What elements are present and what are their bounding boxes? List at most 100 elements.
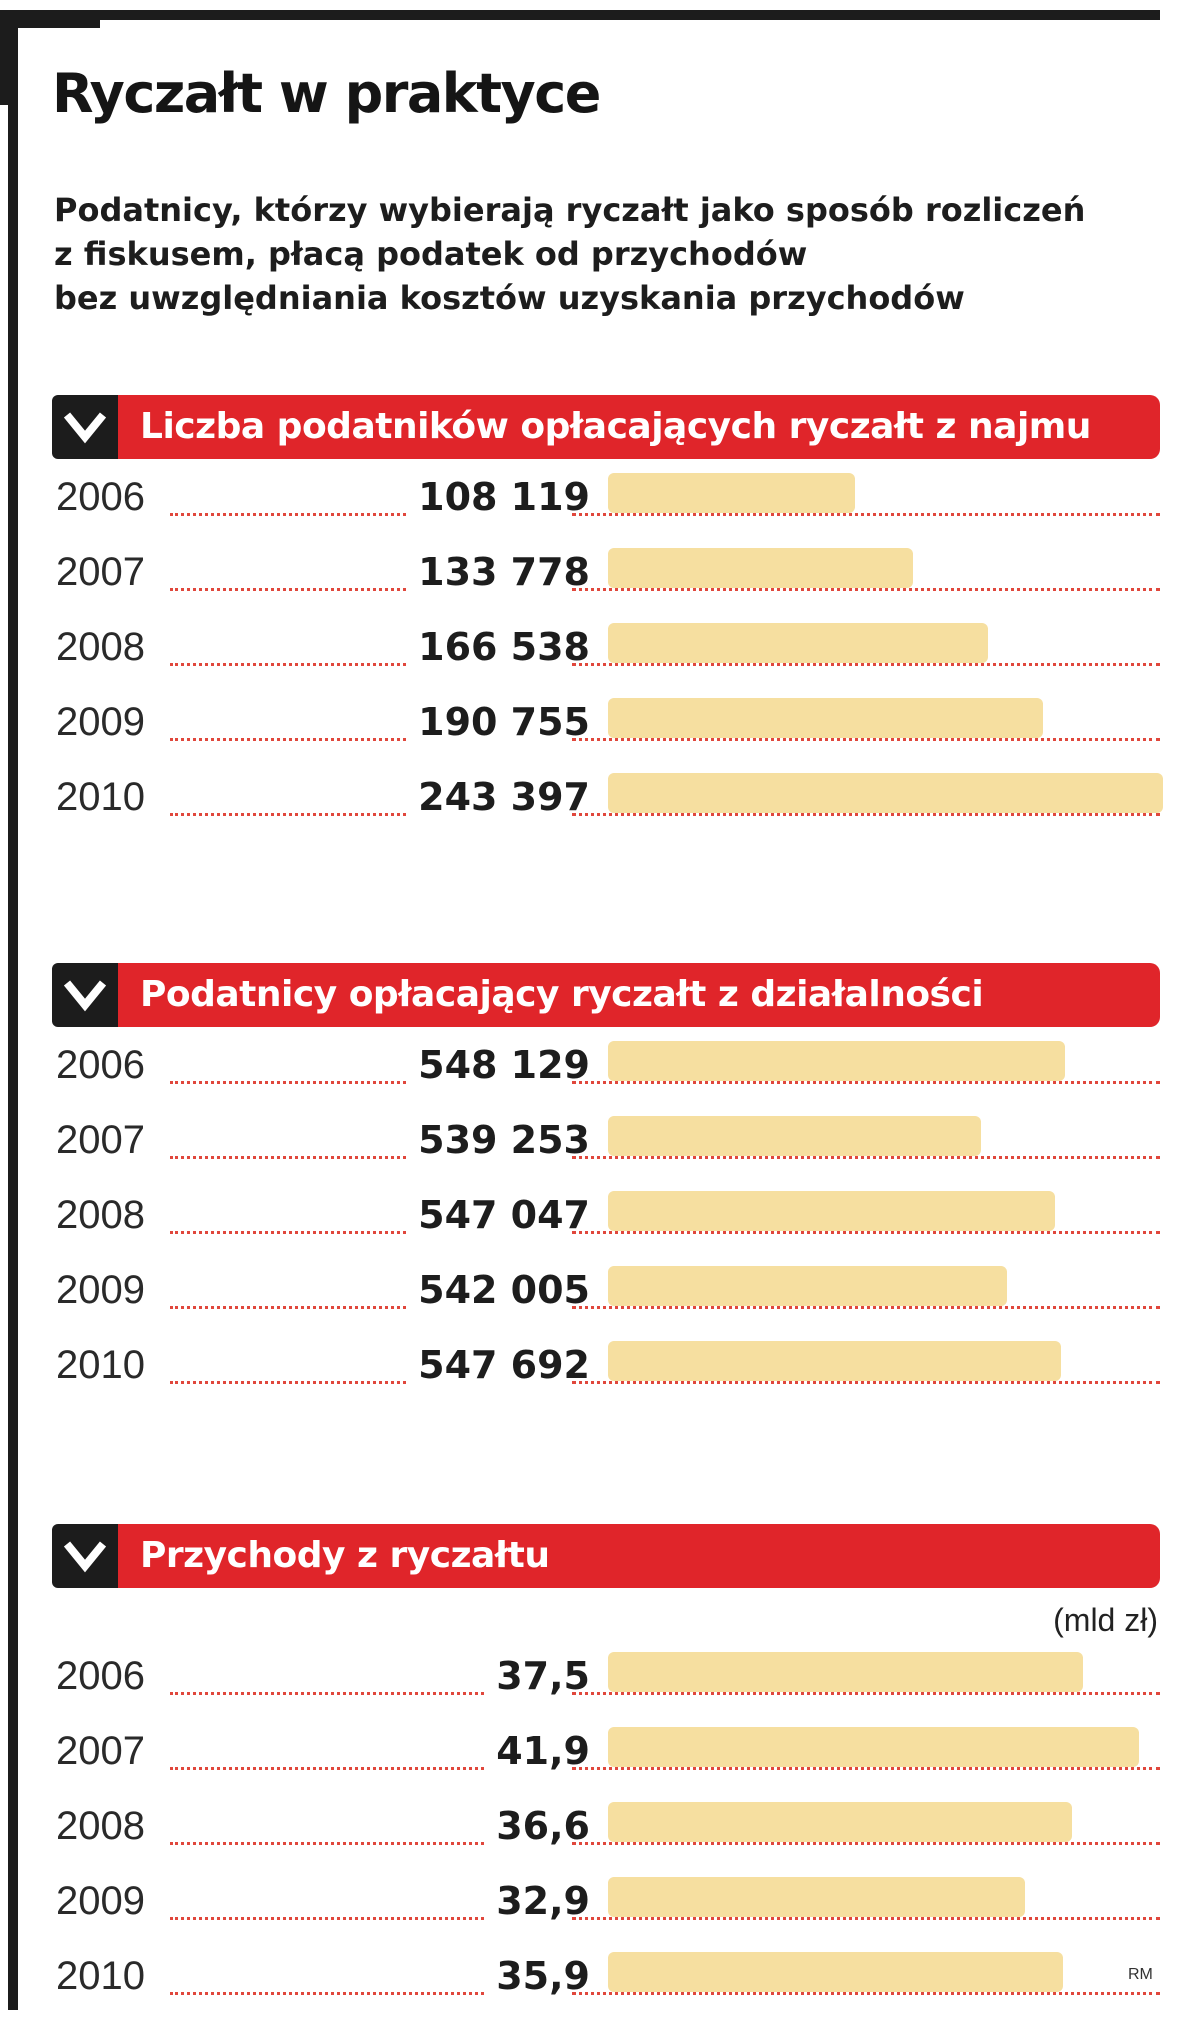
bar-row: 2010 243 397 bbox=[52, 765, 1163, 840]
chart-panel: Przychody z ryczałtu (mld zł) 2006 37,5 2007… bbox=[52, 1524, 1160, 1998]
subtitle-line: z fiskusem, płacą podatek od przychodów bbox=[54, 235, 808, 273]
bar bbox=[608, 548, 913, 588]
bar bbox=[608, 1652, 1083, 1692]
leader-dots bbox=[572, 738, 1160, 741]
bar-row: 2009 32,9 bbox=[52, 1869, 1160, 1944]
bar-row: 2008 36,6 bbox=[52, 1794, 1160, 1869]
category-label: 2009 bbox=[56, 1268, 145, 1312]
chart-panel: Liczba podatników opłacających ryczałt z… bbox=[52, 395, 1163, 819]
bar-row: 2010 547 692 bbox=[52, 1333, 1160, 1408]
category-label: 2007 bbox=[56, 1729, 145, 1773]
value-label: 190 755 bbox=[418, 700, 590, 744]
left-rule-notch bbox=[0, 10, 18, 105]
leader-dots bbox=[572, 813, 1160, 816]
bar bbox=[608, 1877, 1025, 1917]
category-label: 2007 bbox=[56, 1118, 145, 1162]
leader-dots bbox=[170, 1917, 484, 1920]
category-label: 2006 bbox=[56, 475, 145, 519]
subtitle-line: Podatnicy, którzy wybierają ryczałt jako… bbox=[54, 191, 1086, 229]
leader-dots bbox=[572, 588, 1160, 591]
bar bbox=[608, 1727, 1139, 1767]
leader-dots bbox=[170, 588, 406, 591]
chevron-down-icon bbox=[52, 963, 118, 1027]
leader-dots bbox=[170, 738, 406, 741]
bar bbox=[608, 1116, 981, 1156]
leader-dots bbox=[572, 663, 1160, 666]
leader-dots bbox=[572, 1842, 1160, 1845]
value-label: 35,9 bbox=[496, 1954, 590, 1998]
bar bbox=[608, 1802, 1072, 1842]
bar bbox=[608, 1191, 1055, 1231]
leader-dots bbox=[170, 663, 406, 666]
leader-dots bbox=[572, 1081, 1160, 1084]
leader-dots bbox=[572, 1917, 1160, 1920]
bar-row: 2006 548 129 bbox=[52, 1033, 1160, 1108]
bar bbox=[608, 623, 988, 663]
bar-row: 2009 542 005 bbox=[52, 1258, 1160, 1333]
panel-header: Przychody z ryczałtu bbox=[52, 1524, 1160, 1588]
top-rule bbox=[10, 10, 1160, 20]
bar bbox=[608, 1041, 1065, 1081]
bar bbox=[608, 473, 855, 513]
category-label: 2008 bbox=[56, 1193, 145, 1237]
category-label: 2010 bbox=[56, 1343, 145, 1387]
bar bbox=[608, 1952, 1063, 1992]
bar-row: 2009 190 755 bbox=[52, 690, 1160, 765]
leader-dots bbox=[572, 513, 1160, 516]
category-label: 2010 bbox=[56, 1954, 145, 1998]
leader-dots bbox=[572, 1381, 1160, 1384]
value-label: 32,9 bbox=[496, 1879, 590, 1923]
leader-dots bbox=[170, 1692, 484, 1695]
leader-dots bbox=[170, 1992, 484, 1995]
leader-dots bbox=[170, 1767, 484, 1770]
panel-title: Liczba podatników opłacających ryczałt z… bbox=[140, 406, 1091, 447]
unit-label: (mld zł) bbox=[1053, 1602, 1158, 1638]
value-label: 41,9 bbox=[496, 1729, 590, 1773]
value-label: 542 005 bbox=[418, 1268, 590, 1312]
bar-row: 2007 133 778 bbox=[52, 540, 1160, 615]
value-label: 133 778 bbox=[418, 550, 590, 594]
chevron-down-icon bbox=[52, 395, 118, 459]
leader-dots bbox=[572, 1306, 1160, 1309]
value-label: 36,6 bbox=[496, 1804, 590, 1848]
leader-dots bbox=[572, 1156, 1160, 1159]
subtitle-line: bez uwzględniania kosztów uzyskania przy… bbox=[54, 279, 965, 317]
leader-dots bbox=[170, 1231, 406, 1234]
bar-row: 2007 539 253 bbox=[52, 1108, 1160, 1183]
leader-dots bbox=[170, 1306, 406, 1309]
value-label: 243 397 bbox=[418, 775, 590, 819]
leader-dots bbox=[170, 1156, 406, 1159]
leader-dots bbox=[170, 1842, 484, 1845]
panel-title: Podatnicy opłacający ryczałt z działalno… bbox=[140, 974, 984, 1015]
value-label: 539 253 bbox=[418, 1118, 590, 1162]
bar-row: 2006 37,5 bbox=[52, 1644, 1160, 1719]
category-label: 2008 bbox=[56, 625, 145, 669]
chevron-down-icon bbox=[52, 1524, 118, 1588]
panel-title: Przychody z ryczałtu bbox=[140, 1535, 550, 1576]
left-rule bbox=[8, 10, 18, 2010]
bar-row: 2006 108 119 bbox=[52, 465, 1160, 540]
leader-dots bbox=[170, 513, 406, 516]
bar bbox=[608, 698, 1043, 738]
chart-subtitle: Podatnicy, którzy wybierają ryczałt jako… bbox=[54, 188, 1164, 320]
bar bbox=[608, 773, 1163, 813]
leader-dots bbox=[170, 1381, 406, 1384]
leader-dots bbox=[572, 1231, 1160, 1234]
bar-row: 2007 41,9 bbox=[52, 1719, 1160, 1794]
leader-dots bbox=[572, 1992, 1160, 1995]
value-label: 547 047 bbox=[418, 1193, 590, 1237]
value-label: 108 119 bbox=[418, 475, 590, 519]
value-label: 548 129 bbox=[418, 1043, 590, 1087]
category-label: 2008 bbox=[56, 1804, 145, 1848]
leader-dots bbox=[572, 1692, 1160, 1695]
bar bbox=[608, 1341, 1061, 1381]
top-rule-tab bbox=[0, 10, 100, 28]
chart-title: Ryczałt w praktyce bbox=[52, 62, 601, 125]
category-label: 2007 bbox=[56, 550, 145, 594]
category-label: 2009 bbox=[56, 1879, 145, 1923]
leader-dots bbox=[170, 1081, 406, 1084]
panel-header: Podatnicy opłacający ryczałt z działalno… bbox=[52, 963, 1160, 1027]
category-label: 2009 bbox=[56, 700, 145, 744]
panel-header: Liczba podatników opłacających ryczałt z… bbox=[52, 395, 1160, 459]
category-label: 2006 bbox=[56, 1043, 145, 1087]
